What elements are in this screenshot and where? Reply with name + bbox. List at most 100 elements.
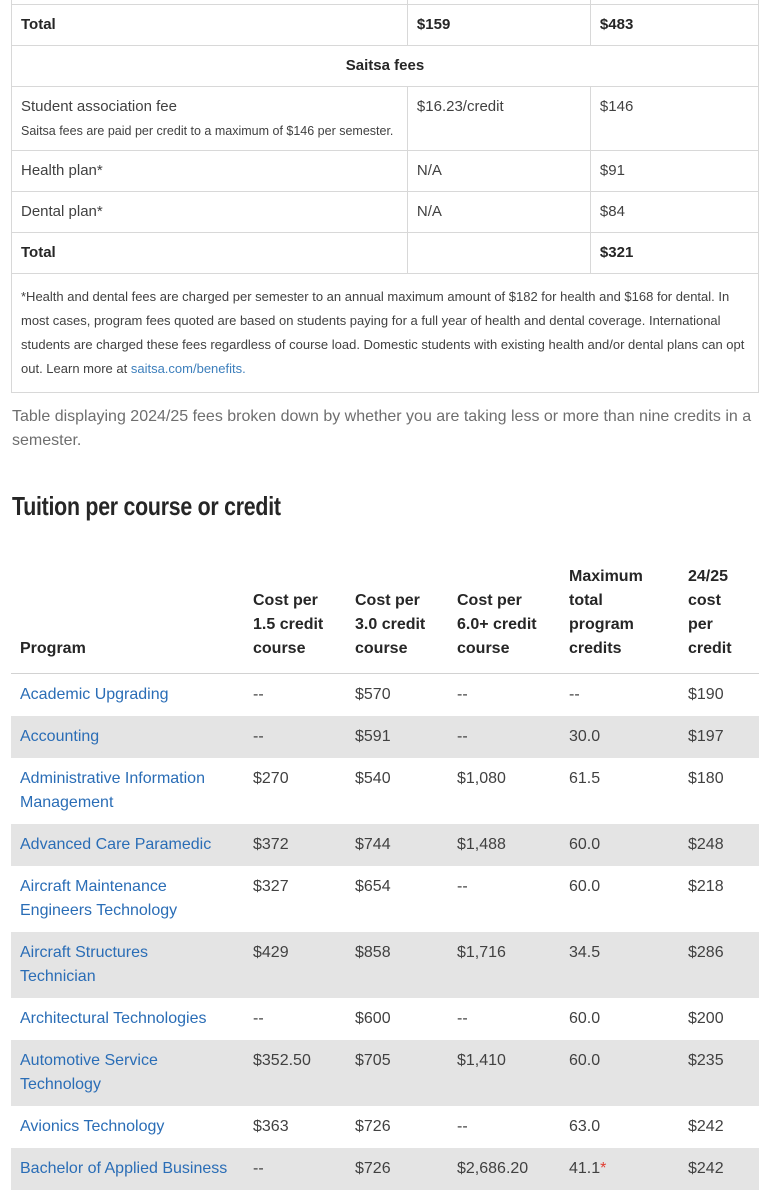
program-link[interactable]: Automotive Service Technology (20, 1052, 158, 1093)
program-link[interactable]: Accounting (20, 728, 100, 745)
max-credits-value: -- (569, 686, 580, 703)
fee-nine-plus: $84 (589, 191, 760, 233)
header-per-credit: 24/25 cost per credit (688, 565, 759, 674)
cost-6-0-cell: $1,410 (457, 1052, 506, 1069)
cost-1-5-cell: $270 (253, 770, 289, 787)
program-link[interactable]: Avionics Technology (20, 1118, 165, 1135)
cost-3-0-cell: $858 (355, 944, 391, 961)
cost-6-0-cell: $1,080 (457, 770, 506, 787)
tuition-table-header: Program Cost per 1.5 credit course Cost … (11, 565, 759, 674)
saitsa-fees-header: Saitsa fees (11, 45, 759, 87)
fees-footnote-cell: *Health and dental fees are charged per … (11, 273, 759, 393)
fees-total-nine-plus: $321 (589, 232, 760, 274)
program-cell: Accounting (11, 716, 253, 758)
per-credit-cell: $286 (688, 944, 724, 961)
max-credits-value: 60.0 (569, 1052, 601, 1069)
fee-label: Dental plan* (11, 191, 408, 233)
fees-table-caption: Table displaying 2024/25 fees broken dow… (12, 408, 752, 449)
max-credits-cell: 63.0 (569, 1106, 688, 1148)
cost-1-5-cell: $363 (253, 1118, 289, 1135)
max-credits-value: 60.0 (569, 878, 601, 895)
cost-3-0-cell: $591 (355, 728, 391, 745)
table-row: Administrative Information Management $2… (11, 758, 759, 824)
cost-3-0-cell: $726 (355, 1118, 391, 1135)
table-row: Automotive Service Technology $352.50 $7… (11, 1040, 759, 1106)
fee-label: Student association fee (21, 98, 177, 115)
cost-3-0-cell: $570 (355, 686, 391, 703)
max-credits-cell: 60.0 (569, 866, 688, 932)
max-credits-value: 34.5 (569, 944, 601, 961)
program-cell: Automotive Service Technology (11, 1040, 253, 1106)
fee-nine-plus: $146 (589, 86, 760, 151)
header-row: Program Cost per 1.5 credit course Cost … (11, 565, 759, 674)
fee-row-health-plan: Health plan* N/A $91 (11, 150, 760, 192)
program-link[interactable]: Administrative Information Management (20, 770, 205, 811)
table-row: Aircraft Maintenance Engineers Technolog… (11, 866, 759, 932)
header-program: Program (11, 565, 253, 674)
cost-1-5-cell: -- (253, 728, 264, 745)
program-cell: Aircraft Structures Technician (11, 932, 253, 998)
header-max-credits: Maximum total program credits (569, 565, 688, 674)
table-row: Architectural Technologies -- $600 -- 60… (11, 998, 759, 1040)
per-credit-cell: $242 (688, 1160, 724, 1177)
max-credits-value: 63.0 (569, 1118, 601, 1135)
fee-under-nine: N/A (406, 150, 591, 192)
fee-under-nine: $16.23/credit (406, 86, 591, 151)
program-link[interactable]: Bachelor of Applied Business (20, 1160, 228, 1177)
cost-6-0-cell: -- (457, 1118, 468, 1135)
cost-3-0-cell: $540 (355, 770, 391, 787)
cost-1-5-cell: $352.50 (253, 1052, 311, 1069)
cost-1-5-cell: -- (253, 686, 264, 703)
fees-total-label: Total (11, 232, 408, 274)
program-link[interactable]: Academic Upgrading (20, 686, 169, 703)
cost-6-0-cell: -- (457, 728, 468, 745)
table-row: Advanced Care Paramedic $372 $744 $1,488… (11, 824, 759, 866)
per-credit-cell: $190 (688, 686, 724, 703)
cost-3-0-cell: $726 (355, 1160, 391, 1177)
header-cost-6-0: Cost per 6.0+ credit course (457, 565, 569, 674)
max-credits-cell: 60.0 (569, 998, 688, 1040)
program-link[interactable]: Aircraft Structures Technician (20, 944, 149, 985)
max-credits-value: 60.0 (569, 1010, 601, 1027)
program-cell: Architectural Technologies (11, 998, 253, 1040)
cost-3-0-cell: $654 (355, 878, 391, 895)
per-credit-cell: $180 (688, 770, 724, 787)
fees-footnote: *Health and dental fees are charged per … (21, 285, 749, 381)
header-cost-1-5: Cost per 1.5 credit course (253, 565, 355, 674)
per-credit-cell: $235 (688, 1052, 724, 1069)
program-link[interactable]: Aircraft Maintenance Engineers Technolog… (20, 878, 178, 919)
program-cell: Aircraft Maintenance Engineers Technolog… (11, 866, 253, 932)
header-cost-3-0: Cost per 3.0 credit course (355, 565, 457, 674)
fees-total-nine-plus: $483 (589, 4, 760, 46)
program-link[interactable]: Architectural Technologies (20, 1010, 207, 1027)
max-credits-value: 41.1 (569, 1160, 601, 1177)
fee-row-dental-plan: Dental plan* N/A $84 (11, 191, 760, 233)
cost-6-0-cell: $1,716 (457, 944, 506, 961)
max-credits-cell: -- (569, 674, 688, 717)
fees-table: Total $159 $483 Saitsa fees Student asso… (11, 0, 760, 393)
saitsa-benefits-link[interactable]: saitsa.com/benefits. (130, 361, 246, 376)
cost-1-5-cell: -- (253, 1010, 264, 1027)
fee-nine-plus: $91 (589, 150, 760, 192)
fee-subnote: Saitsa fees are paid per credit to a max… (21, 124, 394, 138)
max-credits-cell: 30.0 (569, 716, 688, 758)
saitsa-fees-header-row: Saitsa fees (11, 45, 759, 87)
program-link[interactable]: Advanced Care Paramedic (20, 836, 212, 853)
fee-label-cell: Student association fee Saitsa fees are … (11, 86, 408, 151)
per-credit-cell: $218 (688, 878, 724, 895)
fee-label: Health plan* (11, 150, 408, 192)
program-cell: Academic Upgrading (11, 674, 253, 717)
cost-3-0-cell: $705 (355, 1052, 391, 1069)
page-title: Tuition per course or credit (12, 491, 281, 521)
program-cell: Advanced Care Paramedic (11, 824, 253, 866)
per-credit-cell: $197 (688, 728, 724, 745)
max-credits-value: 60.0 (569, 836, 601, 853)
footnote-text: *Health and dental fees are charged per … (21, 289, 745, 376)
fees-total-under-nine: $159 (406, 4, 591, 46)
fees-total-row-bottom: Total $321 (11, 232, 760, 274)
cost-3-0-cell: $600 (355, 1010, 391, 1027)
program-cell: Administrative Information Management (11, 758, 253, 824)
fee-under-nine: N/A (406, 191, 591, 233)
max-credits-value: 30.0 (569, 728, 601, 745)
